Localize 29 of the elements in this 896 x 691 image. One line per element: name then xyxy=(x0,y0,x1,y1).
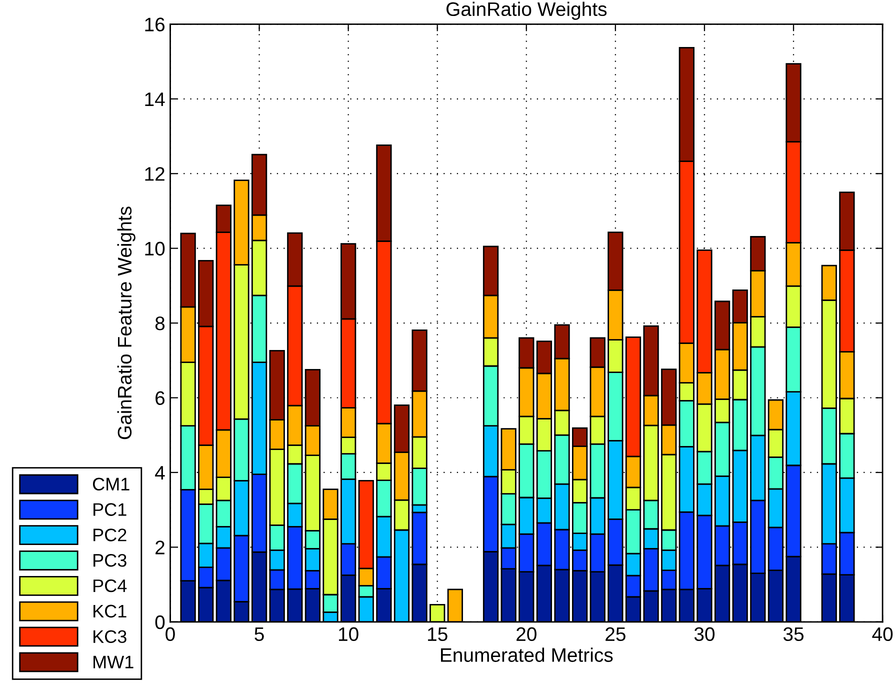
y-tick-label: 8 xyxy=(155,316,165,330)
x-tick-label: 25 xyxy=(606,627,626,642)
legend-label: MW1 xyxy=(94,656,134,668)
x-tick-label: 5 xyxy=(254,627,264,642)
y-tick-label: 4 xyxy=(155,466,165,480)
x-tick-label: 15 xyxy=(428,627,448,642)
legend-label: PC3 xyxy=(94,554,126,567)
legend-label: CM1 xyxy=(92,478,130,491)
x-tick-label: 10 xyxy=(338,627,358,642)
x-tick-label: 40 xyxy=(872,627,893,642)
x-tick-label: 20 xyxy=(516,627,536,642)
legend-label: PC2 xyxy=(94,528,126,542)
y-tick-label: 2 xyxy=(156,540,164,554)
y-axis-title: GainRatio Feature Weights xyxy=(117,206,136,440)
x-tick-label: 0 xyxy=(166,627,175,642)
legend-label: PC4 xyxy=(94,579,127,592)
x-axis-title: Enumerated Metrics xyxy=(441,648,613,662)
y-tick-label: 14 xyxy=(145,92,165,106)
chart-title: GainRatio Weights xyxy=(446,2,607,20)
legend-label: KC1 xyxy=(94,604,126,618)
y-tick-label: 10 xyxy=(145,242,165,256)
x-tick-label: 30 xyxy=(694,627,715,642)
x-tick-label: 35 xyxy=(783,627,804,642)
y-tick-label: 12 xyxy=(145,167,164,181)
y-tick-label: 16 xyxy=(145,18,165,32)
legend-label: KC3 xyxy=(94,630,126,644)
y-tick-label: 6 xyxy=(156,391,165,405)
y-tick-label: 0 xyxy=(155,615,165,630)
legend-label: PC1 xyxy=(94,503,126,516)
